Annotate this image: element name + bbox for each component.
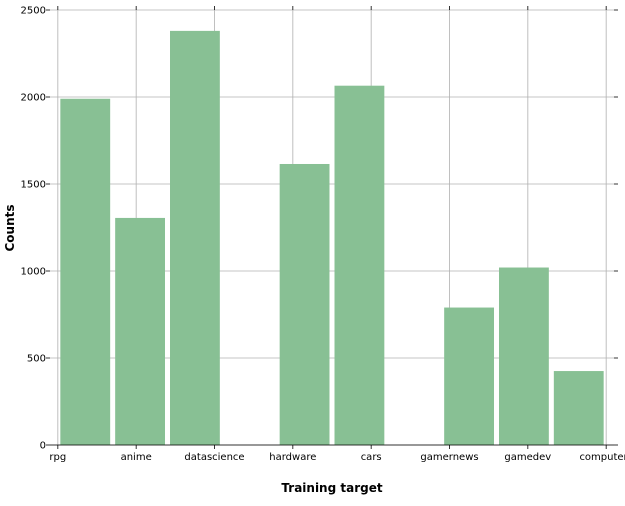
histogram-bar: [444, 307, 494, 445]
x-axis-title: Training target: [281, 481, 382, 495]
x-tick-label: cars: [361, 452, 382, 463]
histogram-bar: [60, 98, 111, 446]
x-tick-label: gamedev: [504, 452, 551, 463]
y-tick-label: 1000: [21, 267, 46, 278]
histogram-bar: [553, 371, 604, 445]
histogram-bar: [499, 267, 549, 445]
x-tick-label: computers: [579, 452, 625, 463]
y-tick-label: 1500: [21, 180, 46, 191]
histogram-bar: [334, 85, 385, 445]
y-tick-label: 2500: [21, 6, 46, 17]
x-tick-label: rpg: [49, 452, 66, 463]
histogram-bar: [279, 163, 330, 446]
x-tick-label: hardware: [269, 452, 316, 463]
histogram-bar: [170, 30, 220, 445]
x-tick-label: datascience: [184, 452, 244, 463]
y-tick-label: 500: [27, 354, 46, 365]
histogram-bar: [115, 217, 165, 445]
x-tick-label: gamernews: [420, 452, 478, 463]
y-tick-label: 2000: [21, 93, 46, 104]
bars: [60, 30, 604, 446]
tick-labels: rpg anime datascience hardware cars gamernews…: [21, 6, 625, 464]
axes: [46, 6, 618, 449]
y-axis-title: Counts: [3, 204, 17, 251]
x-tick-label: anime: [121, 452, 152, 463]
y-tick-label: 0: [40, 441, 46, 452]
